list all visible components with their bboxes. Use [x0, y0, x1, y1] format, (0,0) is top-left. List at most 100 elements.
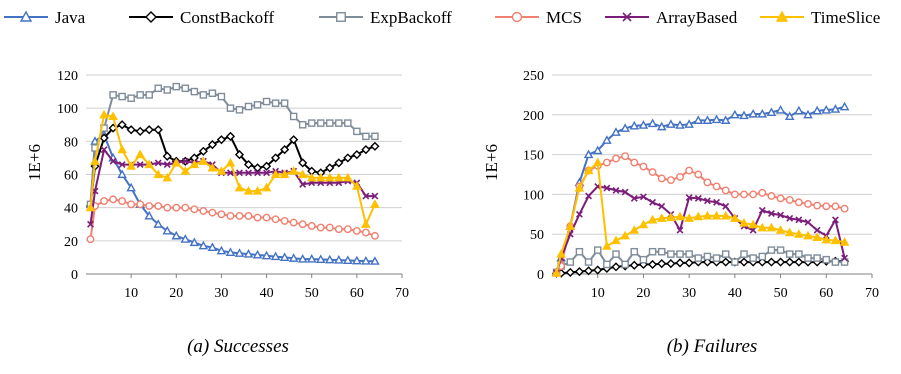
data-point	[216, 245, 227, 255]
data-point	[611, 235, 621, 245]
data-point	[684, 258, 694, 268]
x-tick-label: 40	[260, 286, 274, 301]
data-point	[566, 258, 575, 266]
series-expbackoff	[86, 82, 379, 209]
data-point	[603, 184, 611, 192]
data-point	[189, 159, 200, 169]
data-point	[551, 268, 562, 277]
y-tick-label: 50	[530, 228, 544, 243]
data-point	[638, 120, 649, 129]
data-point	[154, 159, 162, 167]
data-point	[343, 172, 353, 182]
data-point	[574, 182, 585, 192]
data-point	[198, 240, 209, 250]
legend-item-timeslice: TimeSlice	[760, 8, 880, 27]
data-point	[657, 259, 667, 269]
legend-marker	[622, 12, 632, 22]
data-point	[315, 172, 326, 182]
data-point	[657, 174, 666, 183]
data-point	[629, 260, 639, 270]
data-point	[108, 111, 118, 121]
data-point	[263, 169, 271, 177]
data-point	[721, 250, 730, 258]
data-point	[352, 255, 362, 265]
data-point	[784, 227, 795, 237]
data-point	[335, 119, 343, 127]
data-point	[298, 220, 307, 229]
data-point	[639, 193, 647, 201]
data-point	[658, 202, 666, 210]
data-point	[236, 169, 243, 177]
data-point	[163, 161, 171, 168]
data-point	[639, 162, 648, 171]
y-tick-label: 200	[523, 109, 544, 124]
data-point	[703, 252, 712, 261]
data-point	[261, 161, 272, 171]
data-point	[749, 190, 758, 199]
data-point	[722, 202, 730, 210]
data-point	[740, 190, 748, 199]
data-point	[262, 213, 271, 222]
data-point	[711, 114, 722, 124]
data-point	[794, 229, 804, 238]
data-point	[307, 119, 316, 127]
data-point	[325, 163, 335, 173]
data-point	[831, 202, 840, 211]
data-point	[785, 196, 794, 204]
data-point	[154, 84, 162, 93]
data-point	[362, 132, 370, 141]
data-point	[813, 254, 821, 262]
data-point	[656, 121, 667, 131]
data-point	[603, 260, 611, 269]
chart-failures: 0 50 100 150 200 250 10 20 30 40 50 60 70 1E+6 (b) Fai…	[482, 69, 879, 357]
data-point	[620, 123, 630, 132]
data-point	[630, 247, 639, 256]
data-point	[785, 250, 794, 258]
data-point	[153, 219, 164, 228]
data-point	[371, 132, 379, 141]
data-point	[629, 120, 640, 130]
data-point	[324, 172, 335, 182]
data-point	[370, 231, 379, 240]
data-point	[830, 104, 841, 113]
data-point	[306, 254, 317, 263]
data-point	[371, 192, 379, 200]
data-point	[216, 135, 227, 145]
data-point	[702, 257, 713, 267]
data-point	[127, 94, 135, 102]
data-point	[334, 158, 344, 168]
chart-successes: 0 20 40 60 80 100 120 10 20 30 40 50 60 70 1E+6 (a) Suc…	[25, 69, 409, 357]
data-point	[100, 197, 108, 205]
data-point	[730, 190, 739, 199]
x-tick-label: 40	[728, 286, 742, 301]
data-point	[812, 232, 822, 241]
data-point	[207, 162, 218, 172]
data-point	[795, 250, 803, 258]
data-point	[117, 144, 127, 154]
data-point	[261, 250, 272, 260]
data-point	[812, 105, 822, 115]
x-tick-label: 60	[350, 286, 364, 301]
data-point	[343, 153, 353, 163]
data-point	[584, 258, 593, 266]
legend-item-constbackoff: ConstBackoff	[129, 8, 274, 27]
data-point	[804, 254, 812, 262]
data-point	[245, 169, 252, 177]
data-point	[235, 212, 244, 220]
data-point	[804, 200, 812, 208]
data-point	[720, 115, 731, 124]
data-point	[99, 133, 109, 143]
data-point	[611, 127, 621, 136]
data-point	[757, 257, 767, 267]
legend-label: MCS	[546, 8, 582, 27]
data-point	[757, 222, 768, 232]
data-point	[748, 108, 758, 118]
data-point	[593, 246, 602, 254]
y-tick-label: 80	[64, 135, 78, 150]
data-point	[676, 226, 684, 234]
data-point	[731, 258, 739, 266]
data-point	[777, 211, 785, 219]
data-point	[713, 198, 721, 206]
data-point	[775, 225, 786, 234]
data-point	[244, 102, 253, 111]
